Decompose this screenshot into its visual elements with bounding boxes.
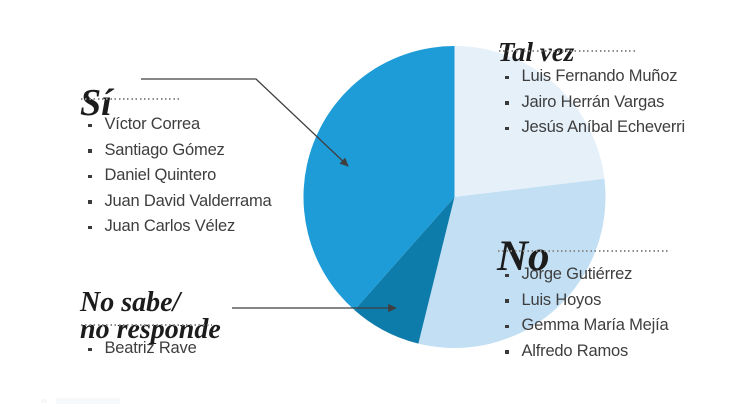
list-item: Gemma María Mejía: [503, 313, 669, 339]
list-item: Beatriz Rave: [86, 336, 197, 362]
si-dotted-rule: [81, 98, 182, 100]
list-item: Santiago Gómez: [86, 138, 272, 164]
person-name: Santiago Gómez: [104, 140, 225, 159]
bullet-icon: [88, 174, 92, 178]
list-item: Jairo Herrán Vargas: [503, 90, 685, 116]
bullet-icon: [88, 149, 92, 153]
list-item: Juan David Valderrama: [86, 189, 272, 215]
no-sabe-heading-line1: No sabe/: [80, 287, 181, 319]
person-name: Luis Fernando Muñoz: [521, 67, 678, 86]
bullet-icon: [505, 273, 509, 277]
list-item: Juan Carlos Vélez: [86, 214, 272, 240]
person-name: Beatriz Rave: [104, 339, 197, 358]
no-heading: No: [497, 232, 550, 280]
person-name: Alfredo Ramos: [521, 341, 629, 360]
bullet-icon: [505, 350, 509, 354]
si-leader-line: [141, 78, 349, 167]
person-name: Juan David Valderrama: [104, 191, 272, 210]
list-item: Daniel Quintero: [86, 163, 272, 189]
pie-slice-s: [303, 46, 455, 311]
person-name: Jairo Herrán Vargas: [521, 92, 665, 111]
person-name: Jorge Gutiérrez: [521, 265, 633, 284]
bullet-icon: [88, 123, 92, 127]
bullet-icon: [505, 101, 509, 105]
pie-slice-no-sabe-no-responde: [354, 197, 455, 344]
person-name: Juan Carlos Vélez: [104, 217, 236, 236]
list-item: Víctor Correa: [86, 112, 272, 138]
tal-vez-heading: Tal vez: [498, 37, 575, 68]
footer-bar-fragment: [56, 398, 120, 404]
no-sabe-heading-line2: no responde: [80, 314, 221, 346]
bullet-icon: [505, 126, 509, 130]
tal-vez-name-list: Luis Fernando Muñoz Jairo Herrán Vargas …: [503, 64, 685, 141]
no-dotted-rule: [498, 250, 670, 252]
person-name: Víctor Correa: [104, 115, 201, 134]
bullet-icon: [88, 347, 92, 351]
pie-slices: [303, 46, 606, 348]
bullet-icon: [88, 225, 92, 229]
no-sabe-name-list: Beatriz Rave: [86, 336, 197, 362]
pie-slice-tal-vez: [454, 46, 605, 197]
si-name-list: Víctor Correa Santiago Gómez Daniel Quin…: [86, 112, 272, 240]
person-name: Luis Hoyos: [521, 290, 602, 309]
bullet-icon: [505, 75, 509, 79]
bullet-icon: [88, 200, 92, 204]
list-item: Jorge Gutiérrez: [503, 262, 668, 288]
footer-bullet-fragment: [41, 399, 47, 403]
tal-vez-dotted-rule: [499, 50, 635, 52]
list-item: Luis Fernando Muñoz: [503, 64, 685, 90]
no-sabe-heading: No sabe/no responde: [80, 287, 221, 346]
si-heading: Sí: [80, 81, 112, 124]
bullet-icon: [505, 324, 509, 328]
person-name: Jesús Aníbal Echeverri: [521, 118, 686, 137]
bullet-icon: [505, 299, 509, 303]
list-item: Luis Hoyos: [503, 288, 668, 314]
pie-slice-no: [418, 178, 606, 348]
no-name-list: Jorge Gutiérrez Luis Hoyos Gemma María M…: [503, 262, 669, 365]
person-name: Daniel Quintero: [104, 166, 217, 185]
list-item: Jesús Aníbal Echeverri: [503, 115, 685, 141]
list-item: Alfredo Ramos: [503, 339, 668, 365]
no-sabe-dotted-rule: [81, 324, 212, 326]
person-name: Gemma María Mejía: [521, 316, 669, 335]
leader-lines: [141, 78, 397, 313]
